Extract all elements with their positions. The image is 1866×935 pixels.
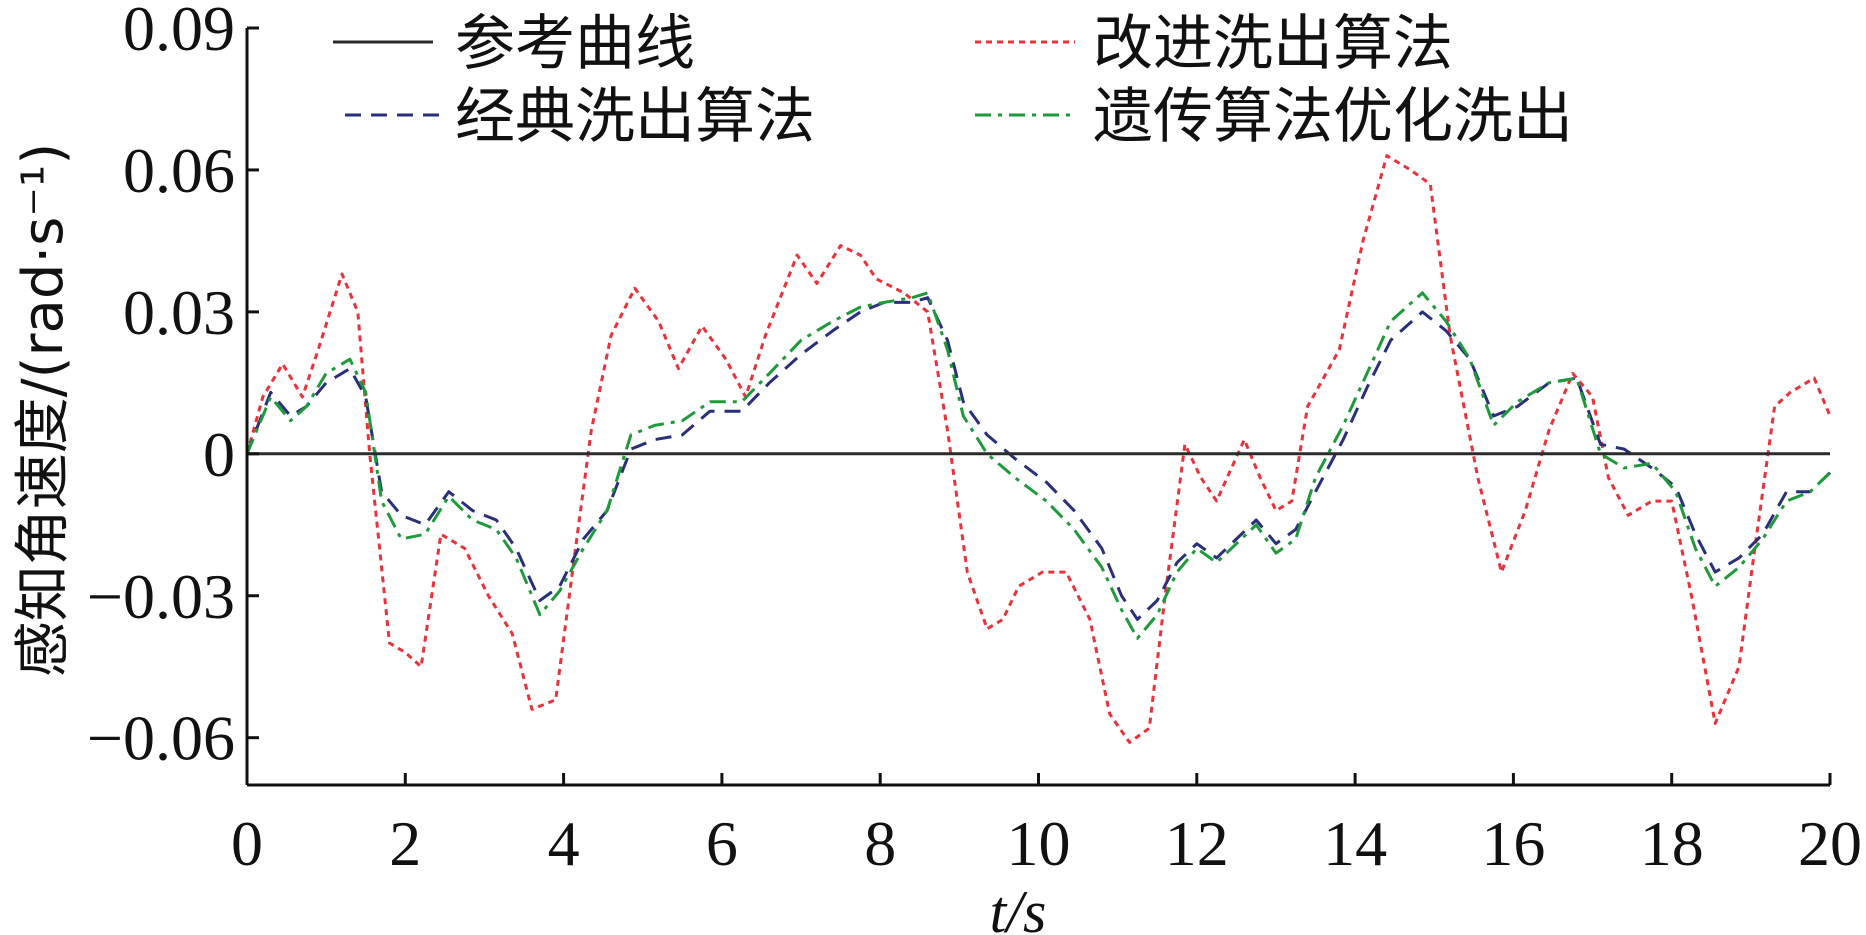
y-tick-label: 0.03 bbox=[123, 277, 235, 348]
y-tick-label: 0.09 bbox=[123, 0, 235, 64]
x-tick-label: 2 bbox=[389, 808, 421, 879]
legend-label-1: 改进洗出算法 bbox=[1093, 9, 1453, 79]
x-tick-label: 16 bbox=[1481, 808, 1545, 879]
series-line-2 bbox=[245, 296, 1832, 621]
series-line-1 bbox=[245, 154, 1832, 744]
series-layer bbox=[245, 154, 1832, 744]
y-tick-label: 0 bbox=[203, 419, 235, 490]
x-tick-label: 8 bbox=[864, 808, 896, 879]
x-tick-label: 4 bbox=[548, 808, 580, 879]
x-tick-label: 6 bbox=[706, 808, 738, 879]
x-tick-label: 18 bbox=[1640, 808, 1704, 879]
legend-label-3: 遗传算法优化洗出 bbox=[1093, 82, 1573, 152]
x-tick-label: 10 bbox=[1007, 808, 1071, 879]
x-tick-label: 20 bbox=[1798, 808, 1862, 879]
series-line-3 bbox=[245, 291, 1832, 640]
y-axis-title: 感知角速度/(rad·s⁻¹) bbox=[11, 143, 76, 677]
x-tick-label: 14 bbox=[1323, 808, 1387, 879]
legend-label-0: 参考曲线 bbox=[455, 9, 695, 79]
axes: 0 2 4 6 8 10 12 14 16 18 20 0.09 0.06 0.03 0 −0.03 −0.06 bbox=[87, 0, 1862, 879]
x-tick-label: 12 bbox=[1165, 808, 1229, 879]
x-tick-label: 0 bbox=[231, 808, 263, 879]
y-tick-label: −0.06 bbox=[87, 703, 235, 774]
x-axis-title: t/s bbox=[990, 879, 1047, 935]
y-tick-label: −0.03 bbox=[87, 561, 235, 632]
y-tick-label: 0.06 bbox=[123, 135, 235, 206]
legend-label-2: 经典洗出算法 bbox=[455, 82, 815, 152]
